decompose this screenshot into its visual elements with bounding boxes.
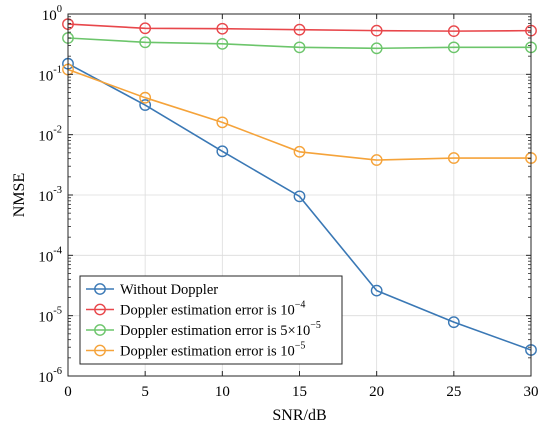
x-tick-label: 20 bbox=[369, 384, 384, 400]
legend-marker bbox=[94, 283, 106, 295]
legend-entry: Doppler estimation error is 10−5 bbox=[86, 341, 305, 360]
y-tick-label: 10-5 bbox=[38, 306, 62, 326]
x-axis-title: SNR/dB bbox=[272, 407, 326, 424]
data-point bbox=[293, 190, 306, 203]
tick-labels: 0 5 10 15 20 25 30 10-6 10-5 10-4 10-3 10-2 10-1 100 bbox=[38, 4, 538, 400]
x-tick-label: 30 bbox=[524, 384, 539, 400]
series-4 bbox=[62, 63, 537, 166]
legend-label: Doppler estimation error is 10−5 bbox=[120, 341, 305, 360]
legend-entry: Without Doppler bbox=[86, 282, 218, 298]
legend-marker bbox=[94, 303, 106, 316]
x-tick-label: 10 bbox=[215, 384, 230, 400]
x-tick-label: 0 bbox=[64, 384, 72, 400]
data-point bbox=[139, 36, 152, 49]
axis-ticks bbox=[67, 13, 532, 377]
legend-entry: Doppler estimation error is 5×10−5 bbox=[86, 320, 321, 339]
data-point bbox=[139, 99, 152, 111]
data-point bbox=[370, 42, 383, 55]
x-tick-label: 15 bbox=[292, 384, 307, 400]
legend-label: Doppler estimation error is 10−4 bbox=[120, 300, 305, 319]
data-point bbox=[370, 24, 383, 37]
data-point bbox=[370, 284, 383, 297]
data-point bbox=[293, 23, 306, 36]
series-lines bbox=[62, 18, 537, 356]
legend-label: Doppler estimation error is 5×10−5 bbox=[120, 320, 321, 339]
y-tick-label: 10-1 bbox=[38, 64, 62, 84]
legend-box bbox=[79, 275, 343, 365]
series-line bbox=[67, 68, 531, 161]
data-point bbox=[216, 116, 229, 129]
data-point bbox=[447, 316, 460, 329]
x-tick-label: 25 bbox=[446, 384, 461, 400]
legend-label: Without Doppler bbox=[120, 282, 218, 298]
data-point bbox=[139, 91, 152, 104]
series-line bbox=[67, 63, 532, 351]
series-1 bbox=[62, 57, 537, 356]
legend: Without Doppler Doppler estimation error … bbox=[79, 275, 343, 365]
y-tick-label: 10-3 bbox=[38, 185, 62, 205]
data-point bbox=[293, 145, 306, 158]
legend-entry: Doppler estimation error is 10−4 bbox=[86, 300, 305, 319]
data-point bbox=[370, 154, 383, 166]
y-tick-label: 10-2 bbox=[38, 125, 62, 145]
y-tick-label: 10-4 bbox=[38, 245, 62, 265]
legend-marker bbox=[94, 344, 106, 357]
data-point bbox=[216, 22, 229, 35]
series-line bbox=[67, 23, 532, 32]
data-point bbox=[139, 22, 152, 35]
data-point bbox=[447, 41, 460, 54]
data-point bbox=[216, 145, 229, 158]
data-point bbox=[216, 37, 229, 50]
y-tick-label: 10-6 bbox=[38, 366, 62, 386]
series-line bbox=[67, 37, 531, 50]
data-point bbox=[447, 25, 460, 38]
legend-marker bbox=[94, 324, 106, 336]
data-point bbox=[293, 41, 306, 54]
data-point bbox=[447, 152, 460, 164]
y-axis-title: NMSE bbox=[11, 173, 28, 217]
y-tick-label: 100 bbox=[42, 4, 62, 24]
x-tick-label: 5 bbox=[141, 384, 149, 400]
